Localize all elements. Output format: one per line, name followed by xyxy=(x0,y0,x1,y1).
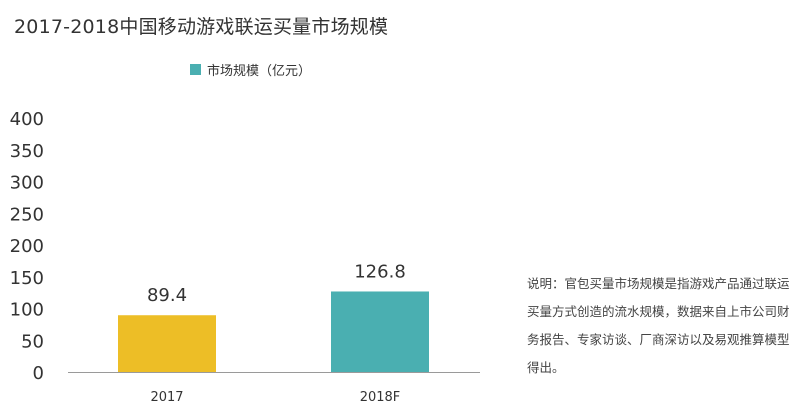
y-tick-label: 100 xyxy=(10,300,44,321)
y-tick-label: 250 xyxy=(10,204,44,225)
y-tick-label: 400 xyxy=(10,109,44,130)
y-tick-label: 300 xyxy=(10,173,44,194)
y-tick-label: 0 xyxy=(33,363,44,384)
y-tick-label: 50 xyxy=(21,331,44,352)
chart-note: 说明：官包买量市场规模是指游戏产品通过联运买量方式创造的流水规模，数据来自上市公… xyxy=(527,276,790,375)
legend-label: 市场规模（亿元） xyxy=(207,64,312,79)
y-tick-label: 150 xyxy=(10,268,44,289)
bar xyxy=(118,315,216,372)
y-tick-label: 200 xyxy=(10,236,44,257)
bar xyxy=(331,291,429,372)
data-label: 126.8 xyxy=(354,261,406,282)
chart-title: 2017-2018中国移动游戏联运买量市场规模 xyxy=(14,16,389,38)
x-tick-label: 2018F xyxy=(360,390,401,405)
legend: 市场规模（亿元） xyxy=(190,60,311,79)
x-tick-label: 2017 xyxy=(150,390,183,405)
legend-swatch xyxy=(190,64,201,75)
y-tick-label: 350 xyxy=(10,141,44,162)
data-label: 89.4 xyxy=(147,285,187,306)
